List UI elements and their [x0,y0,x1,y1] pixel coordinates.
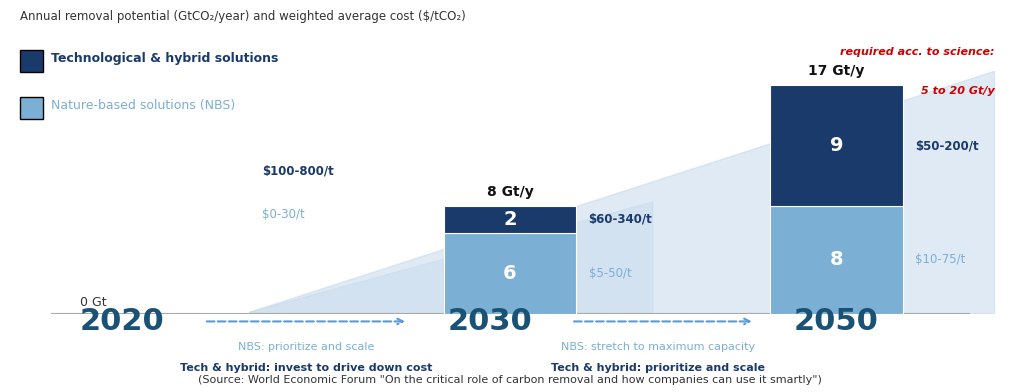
FancyBboxPatch shape [769,206,902,314]
Text: Technological & hybrid solutions: Technological & hybrid solutions [51,52,278,65]
Text: Tech & hybrid: invest to drive down cost: Tech & hybrid: invest to drive down cost [179,363,432,374]
Text: 0 Gt: 0 Gt [81,296,107,310]
Text: Nature-based solutions (NBS): Nature-based solutions (NBS) [51,98,235,112]
Polygon shape [250,71,994,314]
Text: 2020: 2020 [79,307,165,336]
Text: $50-200/t: $50-200/t [914,139,977,152]
FancyBboxPatch shape [769,85,902,206]
Text: $0-30/t: $0-30/t [262,208,305,221]
Text: 8 Gt/y: 8 Gt/y [486,185,533,199]
Text: 5 to 20 Gt/y: 5 to 20 Gt/y [920,86,994,96]
Text: (Source: World Economic Forum "On the critical role of carbon removal and how co: (Source: World Economic Forum "On the cr… [198,375,821,385]
Text: NBS: stretch to maximum capacity: NBS: stretch to maximum capacity [560,341,754,352]
Text: 9: 9 [828,136,843,155]
Text: required acc. to science:: required acc. to science: [840,47,994,58]
Text: $100-800/t: $100-800/t [262,164,333,178]
Text: Tech & hybrid: prioritize and scale: Tech & hybrid: prioritize and scale [550,363,764,374]
Polygon shape [250,202,652,314]
Text: 2050: 2050 [793,307,878,336]
Text: $10-75/t: $10-75/t [914,253,964,266]
Text: 8: 8 [828,250,843,269]
Text: Annual removal potential (GtCO₂/year) and weighted average cost ($/tCO₂): Annual removal potential (GtCO₂/year) an… [20,10,466,23]
FancyBboxPatch shape [20,97,43,119]
FancyBboxPatch shape [20,50,43,72]
FancyBboxPatch shape [443,206,576,233]
Text: 2: 2 [502,210,517,229]
Text: 6: 6 [502,264,517,283]
Text: $60-340/t: $60-340/t [588,213,652,226]
Text: $5-50/t: $5-50/t [588,267,631,280]
Text: 2030: 2030 [446,307,532,336]
Text: 17 Gt/y: 17 Gt/y [807,64,864,78]
Text: NBS: prioritize and scale: NBS: prioritize and scale [237,341,374,352]
FancyBboxPatch shape [443,233,576,314]
